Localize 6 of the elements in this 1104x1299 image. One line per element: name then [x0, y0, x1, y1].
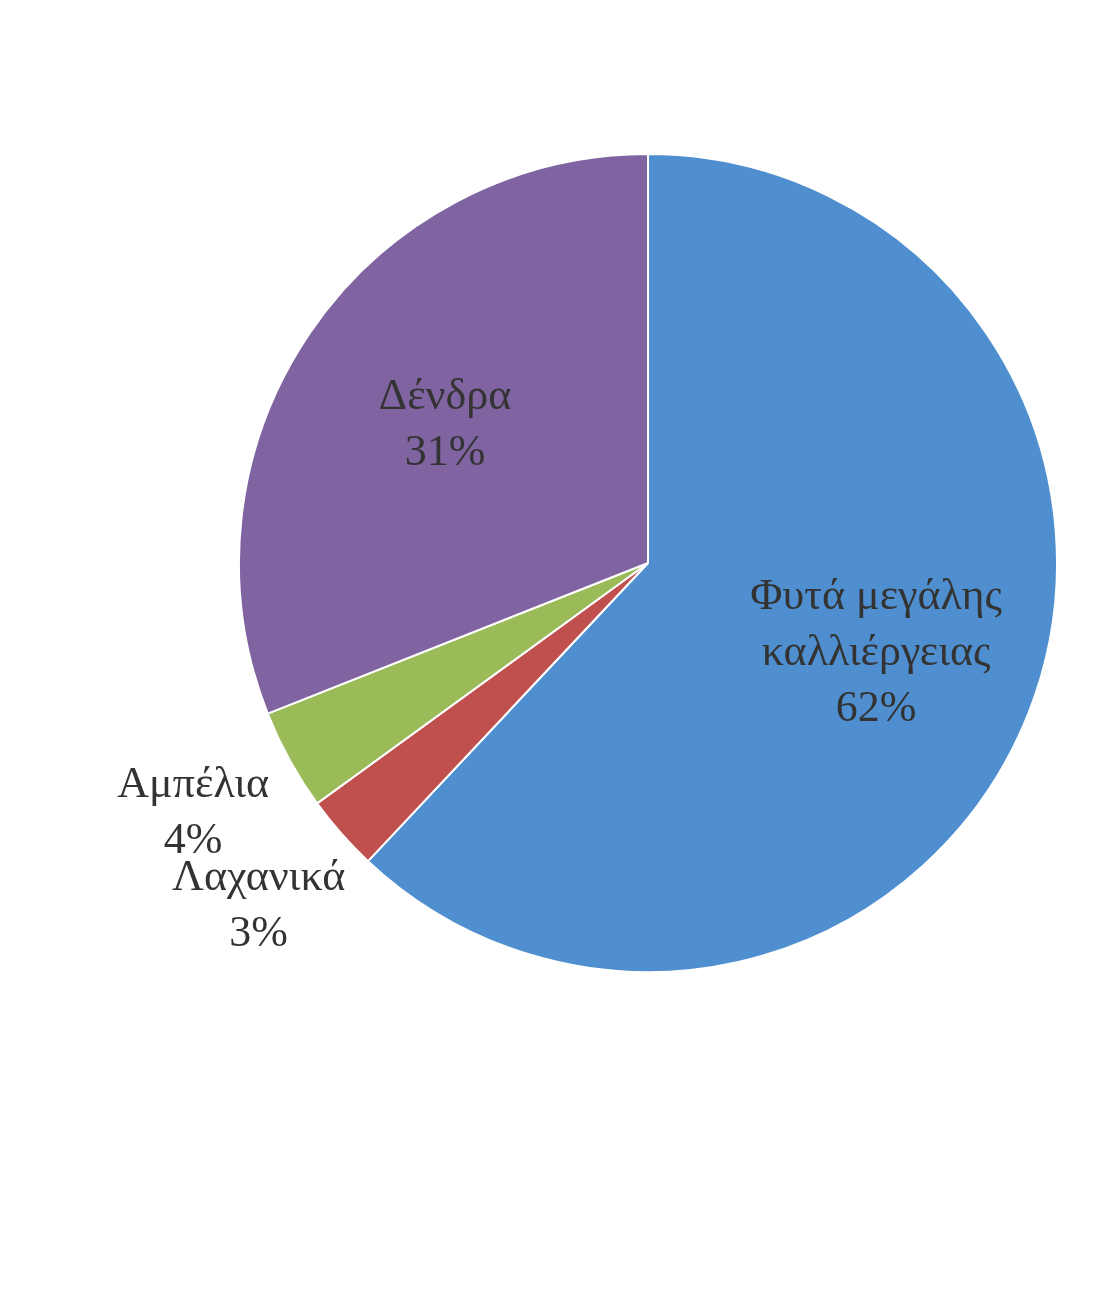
data-label: 31% — [404, 425, 486, 475]
slice-label: Αμπέλια — [117, 757, 270, 807]
slice-label: Δένδρα — [378, 369, 512, 419]
data-label: 3% — [229, 906, 289, 956]
data-label: 62% — [835, 681, 917, 731]
slice-label: Φυτά μεγάλης καλλιέργειας — [750, 569, 1002, 675]
